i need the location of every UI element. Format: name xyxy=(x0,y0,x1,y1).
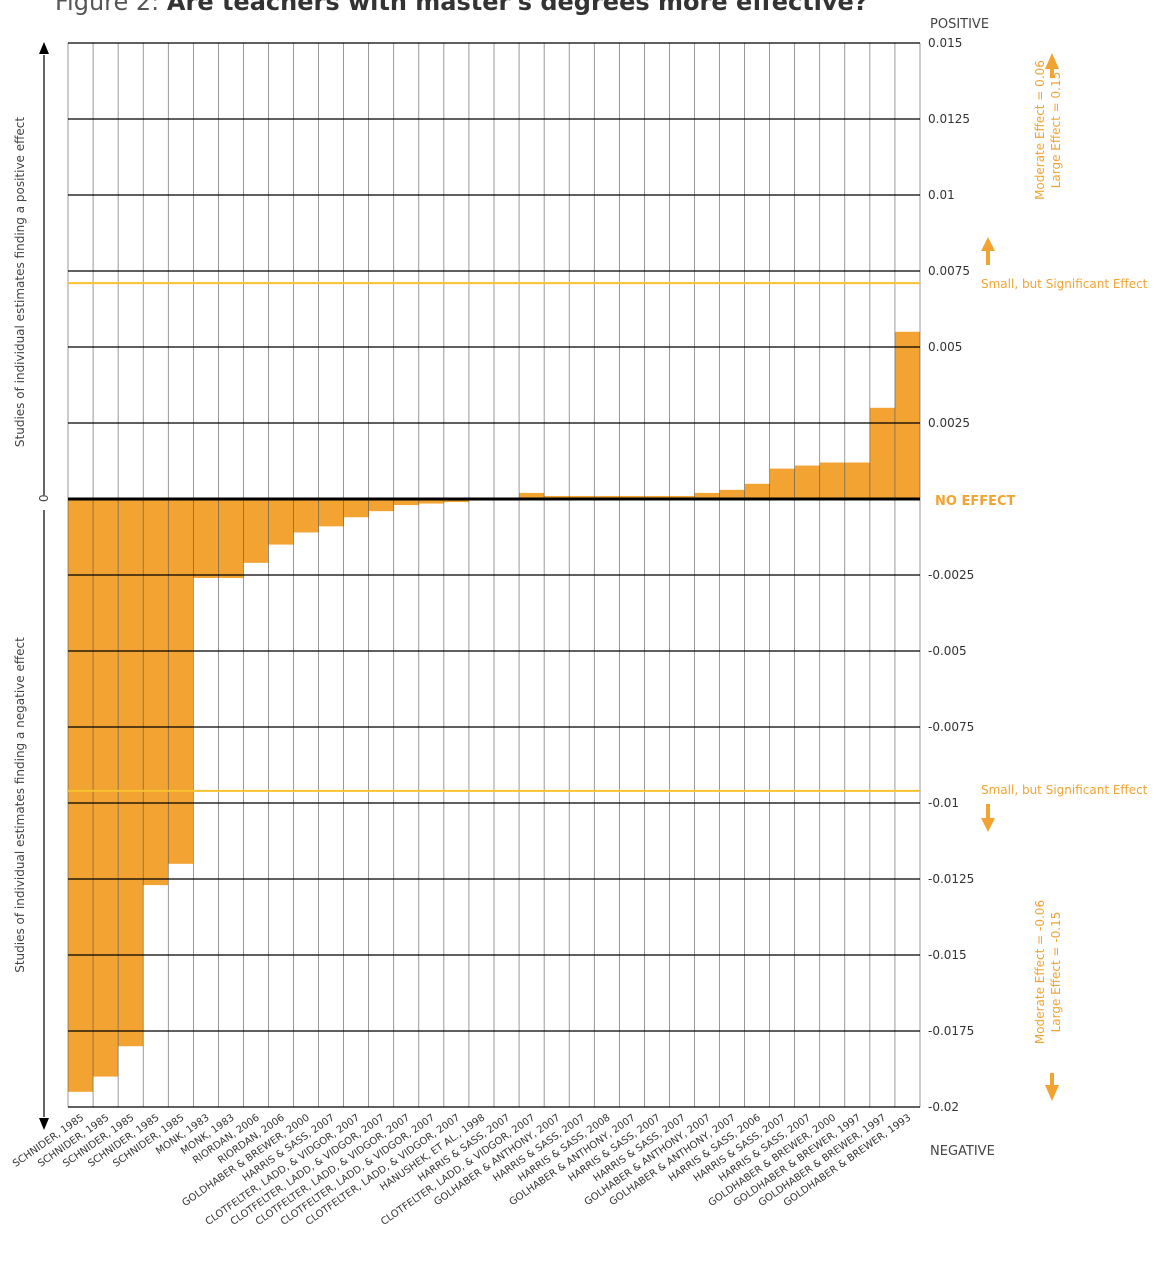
bar-19 xyxy=(519,492,545,499)
zero-label: 0 xyxy=(37,494,51,502)
large-top-label: Large Effect = 0.15 xyxy=(1049,72,1063,189)
small-sig-bottom-label: Small, but Significant Effect xyxy=(981,783,1148,797)
bar-20 xyxy=(544,495,570,499)
up-arrow-icon xyxy=(39,42,49,54)
bar-13 xyxy=(368,499,394,512)
y-tick-label: -0.0075 xyxy=(928,720,974,734)
bar-23 xyxy=(619,495,645,499)
y-tick-label: 0.0075 xyxy=(928,264,970,278)
moderate-bottom-label: Moderate Effect = -0.06 xyxy=(1033,900,1047,1044)
bar-5 xyxy=(168,499,194,864)
positive-label: POSITIVE xyxy=(930,17,989,32)
horizontal-gridlines xyxy=(68,42,920,1108)
y-tick-label: -0.005 xyxy=(928,644,967,658)
large-up-arrow-shaft xyxy=(1050,66,1054,78)
y-tick-label: -0.0175 xyxy=(928,1024,974,1038)
bar-16 xyxy=(443,499,469,503)
y-tick-label: 0.015 xyxy=(928,36,962,50)
small-up-arrow-shaft xyxy=(986,249,990,265)
bar-11 xyxy=(318,499,344,527)
figure-number: Figure 2: xyxy=(55,0,160,16)
large-bottom-label: Large Effect = -0.15 xyxy=(1049,912,1063,1033)
y-tick-label: -0.015 xyxy=(928,948,967,962)
bar-31 xyxy=(819,462,845,499)
large-down-arrow-shaft xyxy=(1050,1073,1054,1087)
bar-2 xyxy=(93,499,119,1077)
small-down-arrow-shaft xyxy=(986,804,990,820)
bar-28 xyxy=(744,483,770,499)
y-tick-label: 0.01 xyxy=(928,188,955,202)
bar-26 xyxy=(694,492,720,499)
threshold-lines xyxy=(68,282,920,792)
bar-8 xyxy=(243,499,269,563)
bar-15 xyxy=(418,499,444,504)
bar-3 xyxy=(118,499,144,1047)
bar-33 xyxy=(869,407,895,499)
large-down-arrow-icon xyxy=(1045,1085,1059,1101)
bar-12 xyxy=(343,499,369,518)
bar-4 xyxy=(143,499,169,886)
bar-29 xyxy=(769,468,795,499)
small-up-arrow-icon xyxy=(981,237,995,251)
bar-25 xyxy=(669,495,695,499)
figure-question: Are teachers with master's degrees more … xyxy=(166,0,868,16)
moderate-top-label: Moderate Effect = 0.06 xyxy=(1033,60,1047,200)
chart-title: Figure 2: Are teachers with master's deg… xyxy=(55,0,868,16)
bar-22 xyxy=(594,495,620,499)
no-effect-label: NO EFFECT xyxy=(935,494,1016,509)
bar-9 xyxy=(268,499,294,545)
left-top-label: Studies of individual estimates finding … xyxy=(13,117,27,447)
left-bottom-label: Studies of individual estimates finding … xyxy=(13,637,27,973)
bar-6 xyxy=(193,499,219,579)
bar-27 xyxy=(719,489,745,499)
small-sig-top-label: Small, but Significant Effect xyxy=(981,277,1148,291)
y-tick-label: 0.0025 xyxy=(928,416,970,430)
bar-24 xyxy=(644,495,670,499)
bar-7 xyxy=(218,499,244,579)
small-down-arrow-icon xyxy=(981,818,995,832)
bar-14 xyxy=(393,499,419,506)
down-arrow-icon xyxy=(39,1118,49,1130)
y-tick-label: -0.0125 xyxy=(928,872,974,886)
bar-10 xyxy=(293,499,319,533)
y-tick-label: -0.02 xyxy=(928,1100,959,1114)
bar-1 xyxy=(68,499,94,1092)
y-tick-label: 0.005 xyxy=(928,340,962,354)
bar-21 xyxy=(569,495,595,499)
y-tick-label: 0.0125 xyxy=(928,112,970,126)
bar-32 xyxy=(844,462,870,499)
y-tick-label: -0.0025 xyxy=(928,568,974,582)
bar-30 xyxy=(794,465,820,499)
y-tick-label: -0.01 xyxy=(928,796,959,810)
y-axis-tick-labels: 0.015 0.0125 0.01 0.0075 0.005 0.0025 -0.0025 -… xyxy=(928,36,974,1114)
bar-34 xyxy=(894,331,920,499)
negative-label: NEGATIVE xyxy=(930,1144,995,1159)
large-up-arrow-icon xyxy=(1045,53,1059,69)
